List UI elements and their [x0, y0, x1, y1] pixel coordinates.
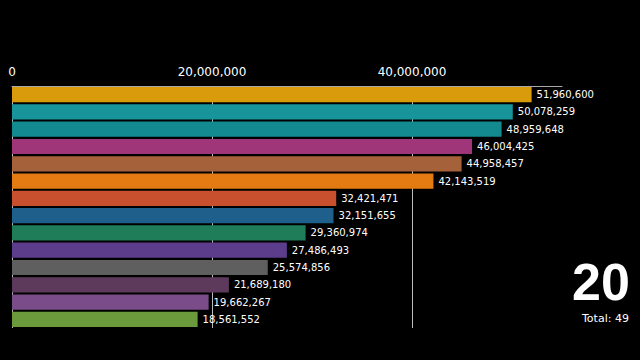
- svg-text:29,360,974: 29,360,974: [311, 227, 368, 238]
- svg-text:44,958,457: 44,958,457: [467, 158, 524, 169]
- svg-text:Total: 49: Total: 49: [581, 312, 629, 325]
- svg-text:50,078,259: 50,078,259: [518, 106, 575, 117]
- svg-text:48,959,648: 48,959,648: [507, 124, 564, 135]
- svg-text:46,004,425: 46,004,425: [477, 141, 534, 152]
- svg-text:51,960,600: 51,960,600: [537, 89, 594, 100]
- svg-text:42,143,519: 42,143,519: [438, 176, 495, 187]
- svg-text:40,000,000: 40,000,000: [378, 65, 447, 79]
- svg-text:19,662,267: 19,662,267: [214, 297, 271, 308]
- svg-text:20: 20: [572, 253, 630, 311]
- svg-text:0: 0: [8, 65, 16, 79]
- svg-text:20,000,000: 20,000,000: [178, 65, 247, 79]
- svg-text:27,486,493: 27,486,493: [292, 245, 349, 256]
- svg-text:32,151,655: 32,151,655: [339, 210, 396, 221]
- svg-text:32,421,471: 32,421,471: [341, 193, 398, 204]
- svg-text:21,689,180: 21,689,180: [234, 279, 291, 290]
- svg-text:18,561,552: 18,561,552: [203, 314, 260, 325]
- svg-text:25,574,856: 25,574,856: [273, 262, 330, 273]
